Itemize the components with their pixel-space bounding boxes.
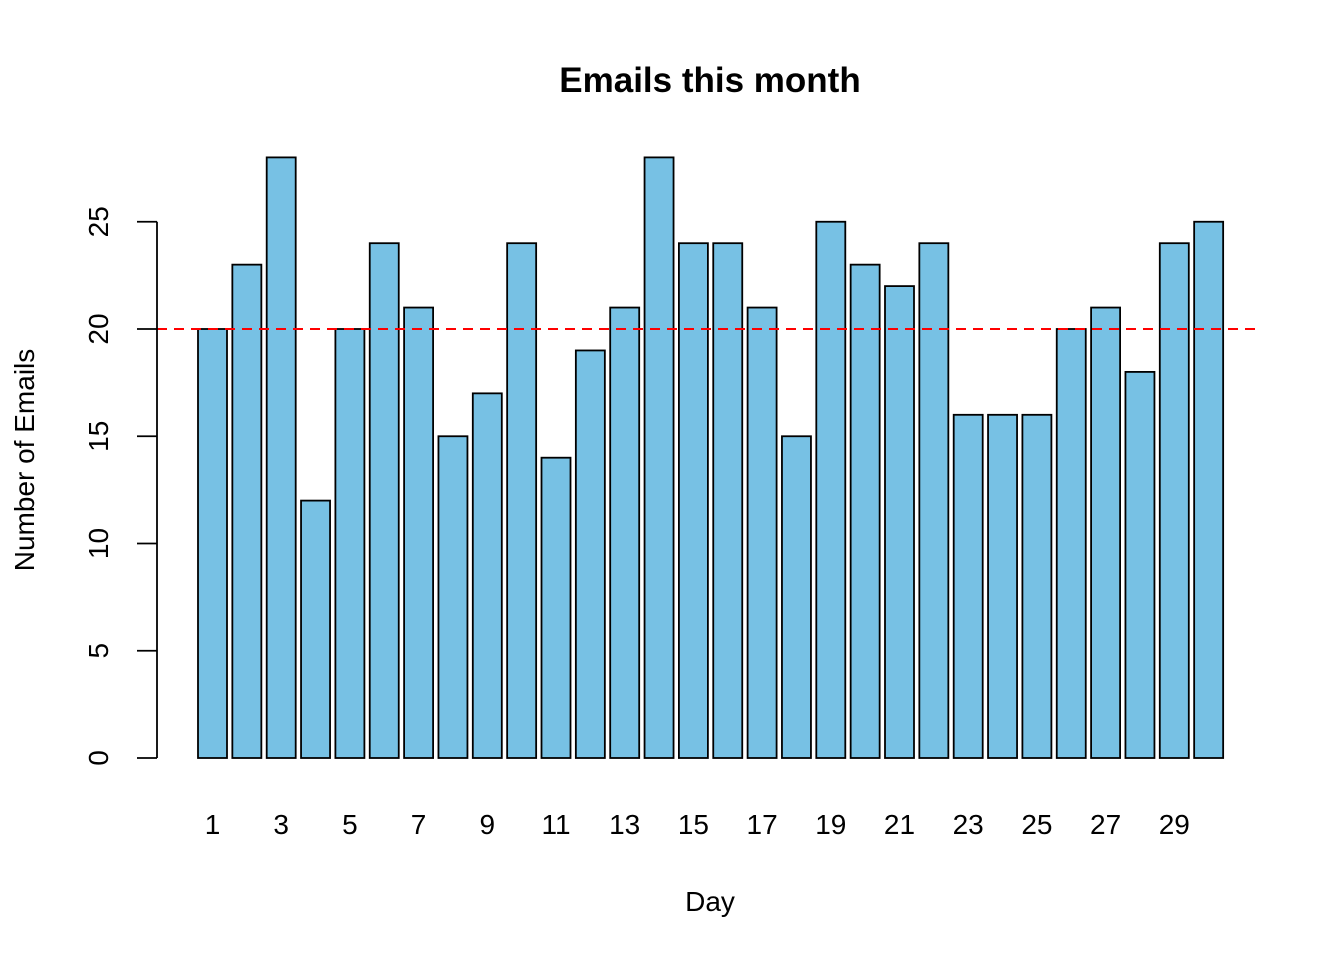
bar-day-3 — [265, 156, 297, 759]
y-tick-label-5: 5 — [83, 643, 114, 659]
x-tick-label-17: 17 — [747, 809, 778, 840]
y-axis-label: Number of Emails — [9, 349, 40, 572]
x-tick-label-15: 15 — [678, 809, 709, 840]
bar-day-29 — [1158, 242, 1190, 759]
x-tick-label-11: 11 — [541, 809, 570, 840]
x-tick-label-25: 25 — [1021, 809, 1052, 840]
bar-day-13 — [609, 306, 641, 759]
x-tick-label-21: 21 — [884, 809, 915, 840]
x-tick-label-23: 23 — [953, 809, 984, 840]
bar-day-16 — [712, 242, 744, 759]
bar-day-15 — [678, 242, 709, 759]
bar-day-21 — [884, 285, 915, 759]
bar-day-11 — [540, 456, 572, 759]
bar-day-8 — [437, 435, 469, 759]
bar-day-17 — [746, 306, 778, 759]
bar-day-18 — [781, 435, 812, 759]
bar-day-2 — [231, 263, 263, 759]
bar-day-22 — [918, 242, 950, 759]
bar-day-7 — [403, 306, 435, 759]
y-tick-label-20: 20 — [83, 313, 114, 344]
bars-group — [197, 156, 1225, 759]
bar-day-14 — [643, 156, 675, 759]
bar-day-27 — [1090, 306, 1121, 759]
bar-day-23 — [952, 413, 984, 759]
bar-day-9 — [471, 392, 503, 759]
x-tick-label-27: 27 — [1090, 809, 1121, 840]
x-axis-label: Day — [685, 886, 735, 917]
x-tick-label-3: 3 — [273, 809, 289, 840]
bar-day-4 — [300, 499, 331, 759]
x-tick-label-29: 29 — [1159, 809, 1190, 840]
x-tick-label-13: 13 — [609, 809, 640, 840]
bar-day-25 — [1021, 413, 1053, 759]
x-tick-label-19: 19 — [815, 809, 846, 840]
y-tick-label-10: 10 — [83, 528, 114, 559]
x-tick-label-1: 1 — [205, 809, 221, 840]
bar-day-24 — [987, 413, 1018, 759]
x-tick-label-7: 7 — [411, 809, 427, 840]
bar-day-6 — [368, 242, 400, 759]
x-axis: 1 3 5 7 9 11 13 15 17 19 21 23 25 27 29 — [205, 809, 1190, 840]
bar-day-1 — [197, 328, 228, 759]
bar-day-28 — [1124, 370, 1156, 759]
bar-day-19 — [815, 220, 847, 759]
bar-day-10 — [506, 242, 538, 759]
bar-day-5 — [334, 328, 366, 759]
y-axis: 0 5 10 15 20 25 — [83, 206, 158, 766]
y-tick-label-25: 25 — [83, 206, 114, 237]
bar-day-12 — [574, 349, 606, 759]
chart-title: Emails this month — [559, 61, 860, 100]
x-tick-label-5: 5 — [342, 809, 358, 840]
y-tick-label-0: 0 — [83, 750, 114, 766]
x-tick-label-9: 9 — [480, 809, 496, 840]
y-tick-label-15: 15 — [83, 421, 114, 452]
bar-day-26 — [1055, 328, 1087, 759]
bar-day-30 — [1193, 220, 1225, 759]
bar-day-20 — [849, 263, 881, 759]
